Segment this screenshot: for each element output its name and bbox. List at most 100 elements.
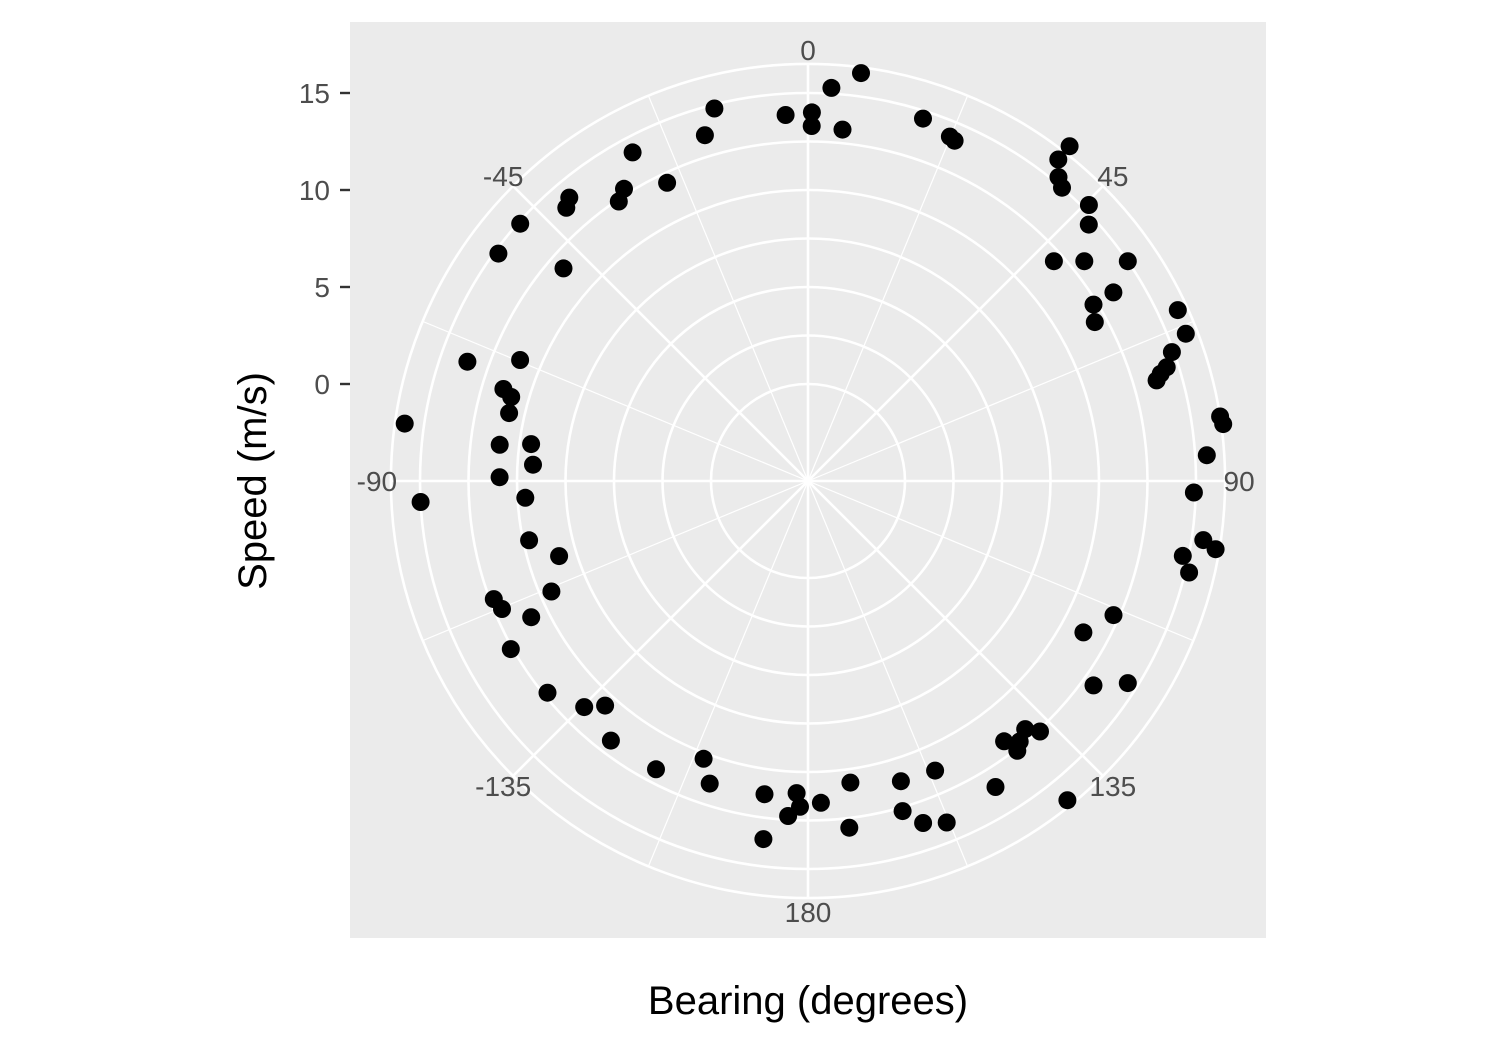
- data-point: [1060, 137, 1079, 156]
- ring-gridline: [467, 140, 1149, 822]
- data-point: [694, 749, 713, 768]
- radial-axis: 0 5 10 15: [299, 78, 350, 400]
- data-point: [522, 435, 541, 454]
- data-point: [1044, 252, 1063, 271]
- data-point: [1084, 295, 1103, 314]
- data-point: [522, 608, 541, 627]
- data-point: [1197, 446, 1216, 465]
- data-point: [550, 547, 569, 566]
- radial-tick-label: 5: [314, 272, 330, 303]
- data-point: [1058, 791, 1077, 810]
- data-point: [1162, 343, 1181, 362]
- data-point: [1173, 546, 1192, 565]
- data-point: [511, 214, 530, 233]
- data-point: [700, 774, 719, 793]
- minor-spoke-gridline: [807, 95, 969, 482]
- data-point: [501, 640, 520, 659]
- data-point: [776, 106, 795, 124]
- data-point: [754, 830, 773, 849]
- angle-tick-label: 45: [1097, 161, 1128, 192]
- ring-gridline: [612, 285, 1004, 677]
- data-point: [755, 785, 774, 804]
- major-spoke-gridline: [807, 185, 1104, 482]
- x-axis-title: Bearing (degrees): [648, 979, 968, 1023]
- data-point: [524, 455, 542, 474]
- radial-tick-label: 15: [299, 78, 330, 109]
- ring-gridline: [661, 334, 955, 628]
- ring-gridline: [709, 382, 907, 580]
- data-point: [1147, 371, 1166, 390]
- major-spoke-gridline: [512, 185, 809, 482]
- minor-spoke-gridline: [807, 480, 1194, 642]
- ring-gridline: [515, 188, 1101, 774]
- data-point: [575, 698, 594, 717]
- data-point: [852, 64, 870, 83]
- data-points: [395, 64, 1233, 849]
- data-point: [516, 488, 535, 507]
- data-point: [695, 126, 714, 145]
- data-point: [1214, 415, 1233, 434]
- data-point: [840, 818, 859, 837]
- ring-gridline: [418, 91, 1198, 871]
- data-point: [1104, 283, 1123, 302]
- data-point: [609, 192, 628, 211]
- data-point: [1184, 483, 1203, 502]
- major-spoke-gridline: [807, 480, 1104, 777]
- data-point: [647, 760, 665, 779]
- data-point: [1053, 178, 1071, 197]
- data-point: [802, 117, 821, 135]
- minor-spoke-gridline: [647, 480, 809, 867]
- angle-tick-label: -90: [357, 466, 397, 497]
- major-spoke-gridline: [512, 480, 809, 777]
- data-point: [914, 109, 932, 128]
- data-point: [601, 731, 620, 750]
- data-point: [995, 732, 1014, 751]
- data-point: [891, 772, 910, 791]
- data-point: [557, 198, 576, 217]
- radial-tick-label: 10: [299, 175, 330, 206]
- data-point: [945, 131, 964, 150]
- angle-tick-label: 180: [785, 897, 832, 928]
- data-point: [791, 797, 809, 816]
- angle-tick-labels: 0 45 90 135 180 -135 -90 -45: [357, 35, 1255, 928]
- data-point: [1194, 531, 1213, 550]
- data-point: [1079, 215, 1098, 234]
- angle-tick-label: 135: [1089, 771, 1136, 802]
- data-point: [484, 590, 503, 609]
- minor-spoke-gridline: [647, 95, 809, 482]
- polar-grid: [389, 62, 1227, 900]
- data-point: [986, 778, 1005, 796]
- data-point: [411, 493, 430, 511]
- data-point: [1168, 301, 1187, 320]
- data-point: [1118, 674, 1137, 693]
- data-point: [1031, 722, 1049, 741]
- data-point: [802, 103, 821, 122]
- data-point: [502, 388, 521, 406]
- minor-spoke-gridline: [807, 320, 1194, 482]
- minor-spoke-gridline: [807, 480, 969, 867]
- data-point: [500, 404, 519, 423]
- data-point: [490, 435, 509, 454]
- data-point: [658, 173, 677, 192]
- radial-tick-label: 0: [314, 369, 330, 400]
- data-point: [914, 814, 933, 832]
- data-point: [937, 813, 956, 832]
- data-point: [1176, 324, 1195, 343]
- data-point: [1206, 540, 1225, 559]
- data-point: [833, 120, 852, 139]
- data-point: [926, 761, 945, 780]
- outer-ring-gridline: [389, 62, 1227, 900]
- angle-tick-label: 90: [1224, 466, 1255, 497]
- data-point: [1075, 252, 1094, 271]
- data-point: [623, 143, 642, 162]
- data-point: [1074, 623, 1093, 642]
- data-point: [1118, 252, 1137, 271]
- minor-spoke-gridline: [422, 480, 809, 642]
- data-point: [841, 773, 860, 792]
- data-point: [458, 352, 477, 371]
- data-point: [1079, 196, 1098, 214]
- data-point: [1049, 150, 1068, 169]
- data-point: [1016, 720, 1035, 739]
- data-point: [511, 351, 530, 369]
